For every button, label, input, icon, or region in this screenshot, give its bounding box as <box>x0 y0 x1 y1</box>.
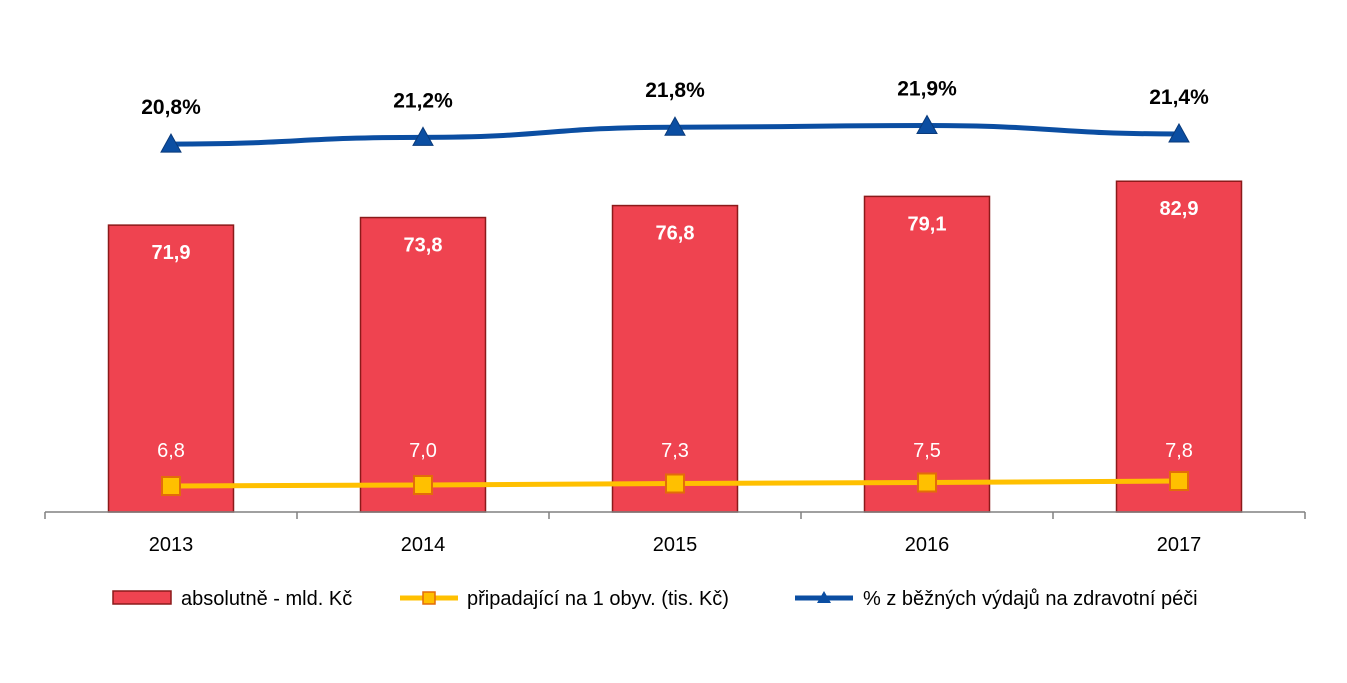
percent-value-label: 21,8% <box>645 79 705 102</box>
labels-layer: 71,9 2013 73,8 2014 76,8 2015 79,1 2016 82,9 2017… <box>141 78 1209 557</box>
x-tick-label: 2015 <box>653 534 698 556</box>
per-capita-value-label: 7,5 <box>913 440 941 462</box>
legend-swatch-percent-marker <box>817 591 831 603</box>
bar <box>107 224 235 513</box>
bar-value-label: 76,8 <box>656 223 695 245</box>
percent-point <box>664 116 686 136</box>
legend-label-percent: % z běžných výdajů na zdravotní péči <box>863 588 1198 610</box>
bar <box>1115 180 1243 513</box>
per-capita-value-label: 6,8 <box>157 440 185 462</box>
per-capita-value-label: 7,0 <box>409 440 437 462</box>
percent-value-label: 21,4% <box>1149 86 1209 109</box>
bar-value-label: 79,1 <box>908 213 947 235</box>
bar-value-label: 71,9 <box>152 242 191 264</box>
bar <box>611 204 739 513</box>
bar-value-label: 73,8 <box>404 235 443 257</box>
bar-value-label: 82,9 <box>1160 198 1199 220</box>
x-tick-label: 2014 <box>401 534 446 556</box>
legend: absolutně - mld. Kč připadající na 1 oby… <box>112 588 1198 610</box>
x-tick-label: 2013 <box>149 534 194 556</box>
legend-swatch-per-capita-marker <box>422 591 436 605</box>
percent-value-label: 20,8% <box>141 96 201 119</box>
percent-value-label: 21,2% <box>393 89 453 112</box>
bars-layer <box>107 180 1243 513</box>
legend-label-per-capita: připadající na 1 obyv. (tis. Kč) <box>467 588 729 610</box>
legend-label-bar: absolutně - mld. Kč <box>181 588 352 610</box>
per-capita-point <box>665 473 685 494</box>
x-tick-label: 2016 <box>905 534 950 556</box>
percent-point <box>412 126 434 146</box>
percent-point <box>916 114 938 134</box>
percent-point <box>1168 122 1190 143</box>
per-capita-point <box>413 475 433 495</box>
percent-point <box>160 133 182 153</box>
percent-line-layer <box>160 114 1190 153</box>
x-tick-label: 2017 <box>1157 534 1202 556</box>
per-capita-value-label: 7,3 <box>661 440 689 462</box>
per-capita-point <box>917 472 937 493</box>
per-capita-point <box>1169 471 1189 491</box>
percent-value-label: 21,9% <box>897 78 957 101</box>
bar <box>359 216 487 513</box>
per-capita-line-layer <box>161 471 1189 496</box>
legend-swatch-bar <box>112 590 172 605</box>
x-ticks <box>44 512 1306 519</box>
bar <box>863 195 991 513</box>
per-capita-point <box>161 476 181 496</box>
per-capita-value-label: 7,8 <box>1165 440 1193 462</box>
